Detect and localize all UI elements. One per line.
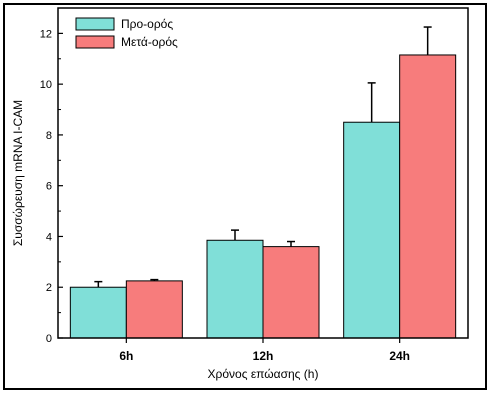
x-tick-label-24h: 24h (389, 349, 410, 363)
plot-frame (57, 7, 469, 339)
y-tick-label-4: 4 (46, 231, 52, 243)
y-tick-label-2: 2 (46, 282, 52, 294)
bar-pre-24h (343, 121, 401, 339)
bar-pre-6h (69, 286, 127, 339)
y-tick-label-8: 8 (46, 130, 52, 142)
y-axis-label: Συσσώρευση mRNA I-CAM (11, 100, 25, 246)
bar-pre-12h (206, 239, 264, 339)
bars-layer (69, 54, 457, 339)
bar-post-6h (125, 280, 183, 339)
y-tick-label-6: 6 (46, 181, 52, 193)
legend-swatch-pre (75, 17, 115, 31)
bar-post-24h (399, 54, 457, 339)
y-tick-label-0: 0 (46, 333, 52, 345)
x-axis-label: Χρόνος επώασης (h) (208, 367, 319, 381)
legend-label-post: Μετά-ορός (121, 35, 178, 49)
x-tick-label-6h: 6h (119, 349, 133, 363)
legend-swatch-post (75, 35, 115, 49)
y-tick-label-12: 12 (40, 28, 52, 40)
x-tick-label-12h: 12h (253, 349, 274, 363)
y-tick-label-10: 10 (40, 79, 52, 91)
bar-post-12h (262, 246, 320, 339)
legend: Προ-ορός Μετά-ορός (75, 17, 178, 49)
axes-layer: 6h 12h 24h 0 2 4 6 8 10 12 (40, 7, 469, 363)
legend-label-pre: Προ-ορός (121, 17, 173, 31)
error-bars-layer (94, 26, 432, 288)
